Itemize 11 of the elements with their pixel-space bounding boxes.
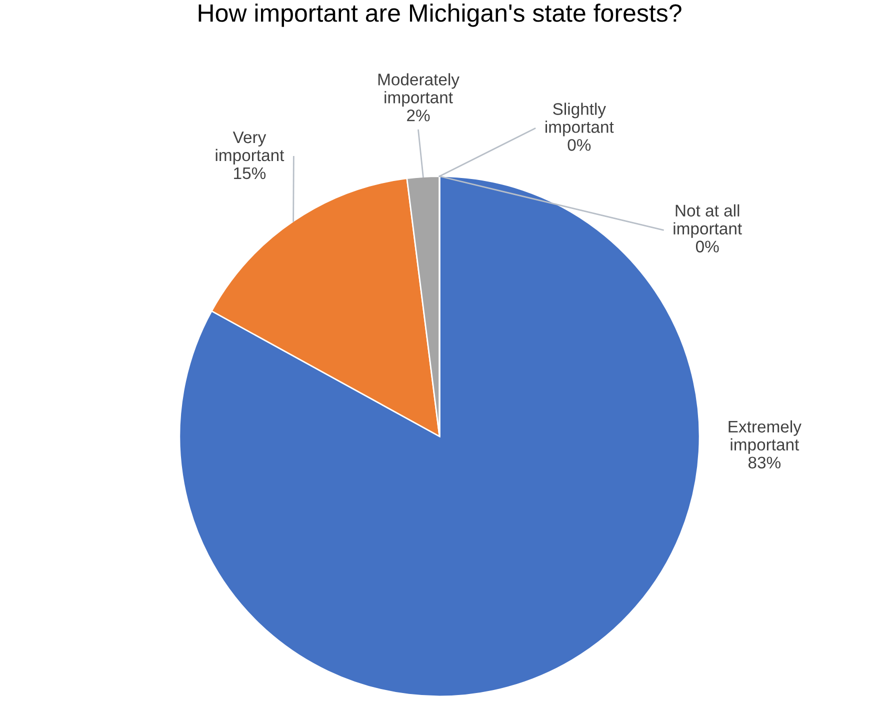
data-label: 2% xyxy=(407,110,430,122)
chart-title: How important are Michigan's state forests? xyxy=(198,4,682,27)
data-label: 15% xyxy=(234,167,266,180)
text: 0% xyxy=(696,240,719,252)
category-label: Slightly important xyxy=(546,102,614,136)
text: 0% xyxy=(568,139,591,151)
data-label: 83% xyxy=(748,456,781,468)
slice-label: Very important xyxy=(216,132,284,164)
category-label: Not at all important xyxy=(674,204,742,238)
slice-label: Moderately important xyxy=(378,73,460,107)
slice-label: Extremely important xyxy=(728,420,802,454)
